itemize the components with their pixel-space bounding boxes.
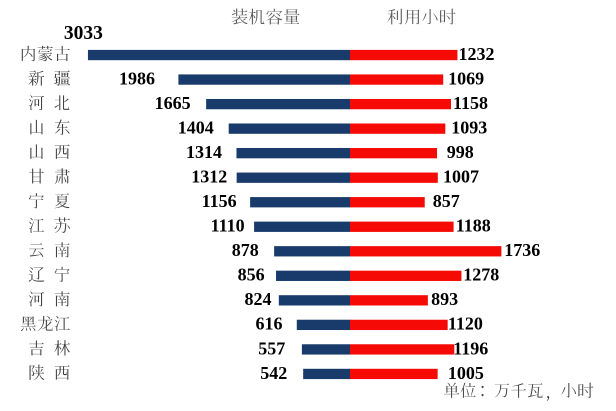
svg-text:1188: 1188 [456,216,491,236]
svg-text:1005: 1005 [448,363,484,383]
svg-text:1736: 1736 [504,240,540,260]
svg-text:1156: 1156 [202,191,237,211]
svg-text:1110: 1110 [211,216,245,236]
svg-text:998: 998 [447,142,474,162]
svg-text:1007: 1007 [443,167,479,187]
svg-text:616: 616 [256,314,283,334]
svg-text:857: 857 [433,191,460,211]
svg-text:1312: 1312 [191,167,227,187]
svg-text:878: 878 [232,240,259,260]
svg-text:542: 542 [260,363,287,383]
svg-text:1120: 1120 [448,314,483,334]
svg-text:893: 893 [431,289,458,309]
svg-text:1069: 1069 [448,68,484,88]
svg-text:1232: 1232 [459,44,495,64]
svg-text:1278: 1278 [463,265,499,285]
svg-text:557: 557 [258,338,285,358]
svg-text:1158: 1158 [453,93,488,113]
svg-text:856: 856 [238,265,265,285]
svg-text:824: 824 [245,289,272,309]
svg-text:1093: 1093 [451,117,487,137]
svg-text:1404: 1404 [178,117,214,137]
svg-text:1196: 1196 [453,338,488,358]
svg-text:3033: 3033 [64,23,103,44]
svg-text:1665: 1665 [155,93,191,113]
svg-text:1986: 1986 [119,68,155,88]
svg-text:1314: 1314 [186,142,222,162]
